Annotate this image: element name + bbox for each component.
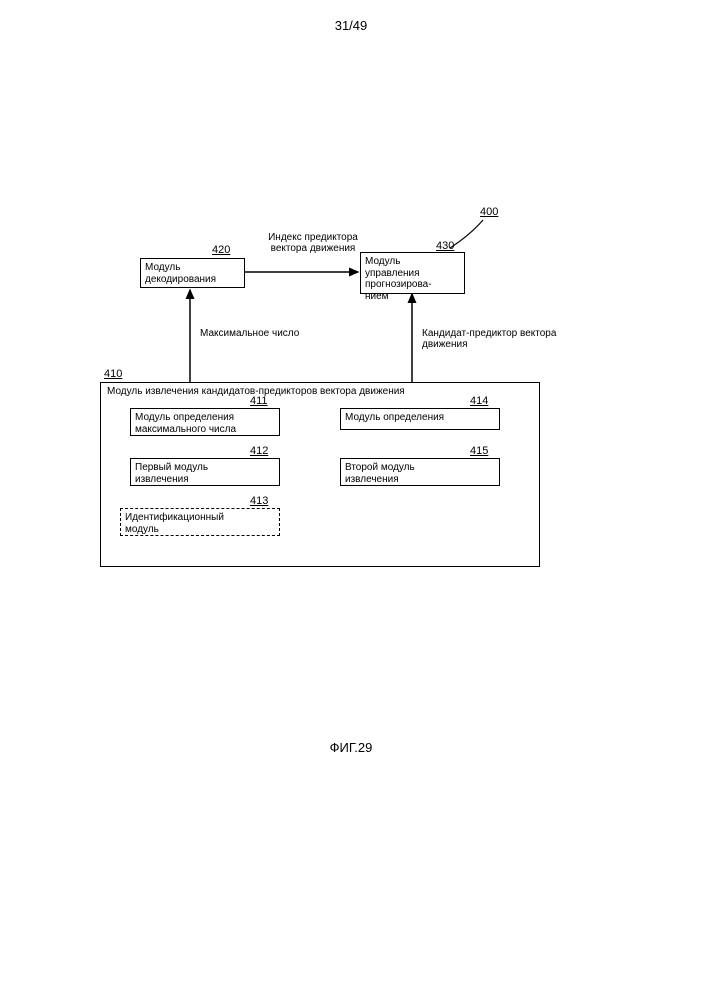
ref-414: 414 [470,395,488,407]
determination-module: Модуль определения [340,408,500,430]
edge-label-index: Индекс предикторавектора движения [258,232,368,254]
second-derivation-module: Второй модульизвлечения [340,458,500,486]
prediction-control-module: Модульуправленияпрогнозирова-нием [360,252,465,294]
identification-module: Идентификационныймодуль [120,508,280,536]
ref-420: 420 [212,244,230,256]
ref-410: 410 [104,368,122,380]
first-derivation-module: Первый модульизвлечения [130,458,280,486]
max-number-module: Модуль определениямаксимального числа [130,408,280,436]
decoding-module: Модульдекодирования [140,258,245,288]
ref-412: 412 [250,445,268,457]
diagram: 400 420 Модульдекодирования 430 Модульуп… [100,200,580,620]
ref-400: 400 [480,206,498,218]
edge-label-candidate: Кандидат-предиктор вектора движения [422,328,580,350]
edge-label-max: Максимальное число [200,328,299,339]
ref-415: 415 [470,445,488,457]
figure-caption: ФИГ.29 [0,740,702,755]
ref-430: 430 [436,240,454,252]
ref-413: 413 [250,495,268,507]
page-number: 31/49 [0,18,702,33]
ref-411: 411 [250,395,268,407]
